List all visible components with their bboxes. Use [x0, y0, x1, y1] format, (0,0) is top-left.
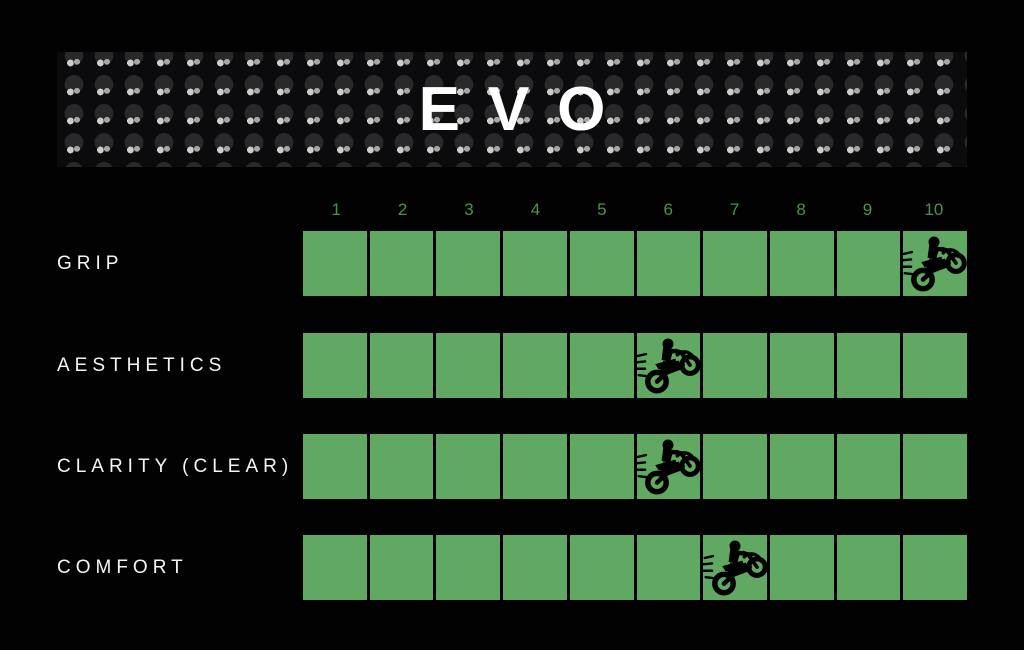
rating-cell [569, 434, 634, 499]
rating-cell [836, 231, 901, 296]
rating-cell [836, 333, 901, 398]
rating-cell [703, 231, 767, 296]
scale-number: 7 [729, 200, 740, 219]
rating-cell [903, 535, 968, 600]
rating-cell [303, 535, 367, 600]
rating-cell [369, 434, 434, 499]
rating-cell [369, 231, 434, 296]
scale-row: 1 2 3 4 5 6 7 8 9 10 [303, 197, 967, 223]
rating-cell [636, 434, 701, 499]
row-bar [303, 333, 968, 398]
rating-cell [703, 333, 767, 398]
rating-cell [569, 333, 634, 398]
rating-cell [769, 434, 834, 499]
scale-number: 9 [862, 200, 873, 219]
rating-cell [503, 434, 567, 499]
rating-cell [436, 434, 501, 499]
rating-cell [703, 434, 767, 499]
rating-cell [569, 231, 634, 296]
scale-number: 5 [597, 200, 607, 219]
evo-banner: EVO [57, 52, 967, 167]
rating-cell [636, 231, 701, 296]
rating-cell [703, 535, 767, 600]
rating-cell [769, 231, 834, 296]
scale-number: 6 [663, 200, 673, 219]
rating-cell [436, 333, 501, 398]
rating-cell [303, 333, 367, 398]
rating-row-grip: GRIP [0, 231, 1024, 296]
row-bar [303, 535, 968, 600]
rating-cell [436, 535, 501, 600]
rating-cell [636, 333, 701, 398]
row-label: GRIP [57, 252, 124, 274]
scale-number: 4 [530, 200, 541, 219]
row-label: AESTHETICS [57, 354, 227, 376]
scale-number: 10 [924, 200, 944, 219]
rating-cell [503, 333, 567, 398]
rating-cell [769, 333, 834, 398]
rating-cell [369, 535, 434, 600]
rating-cell [903, 333, 968, 398]
rating-cell [769, 535, 834, 600]
goggles-pattern-background [57, 52, 967, 167]
rating-row-aesthetics: AESTHETICS [0, 333, 1024, 398]
rating-cell [503, 535, 567, 600]
rating-cell [303, 231, 367, 296]
row-label: COMFORT [57, 556, 188, 578]
page-title: EVO [418, 75, 634, 144]
rating-row-comfort: COMFORT [0, 535, 1024, 600]
row-label: CLARITY (CLEAR) [57, 455, 294, 477]
scale-number: 8 [796, 200, 806, 219]
rating-cell [903, 231, 968, 296]
rating-row-clarity-clear: CLARITY (CLEAR) [0, 434, 1024, 499]
scale-number: 2 [397, 200, 408, 219]
rating-cell [436, 231, 501, 296]
rating-cell [503, 231, 567, 296]
rating-cell [836, 535, 901, 600]
rating-cell [303, 434, 367, 499]
row-bar [303, 434, 968, 499]
rating-cell [836, 434, 901, 499]
rating-cell [569, 535, 634, 600]
scale-number: 1 [331, 200, 341, 219]
rating-cell [369, 333, 434, 398]
scale-number: 3 [464, 200, 474, 219]
rating-cell [903, 434, 968, 499]
rating-cell [636, 535, 701, 600]
row-bar [303, 231, 968, 296]
